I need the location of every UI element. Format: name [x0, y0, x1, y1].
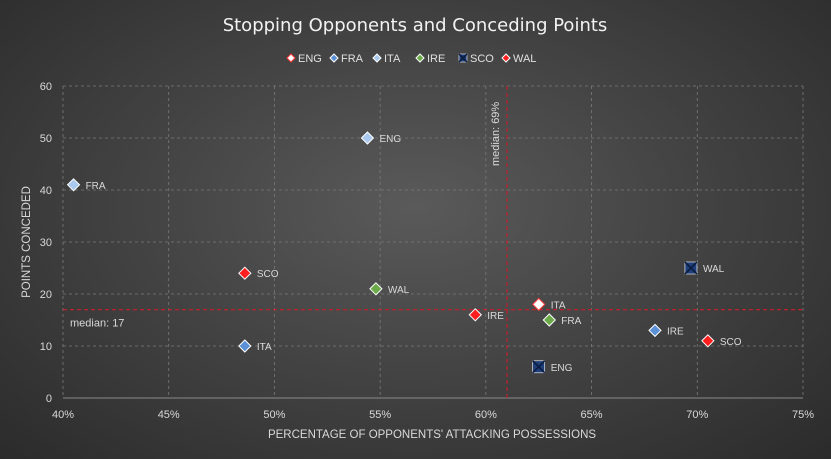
legend-marker: [458, 53, 468, 63]
data-point: [701, 334, 715, 348]
legend-marker: [286, 53, 296, 63]
x-tick-label: 75%: [792, 409, 814, 421]
data-point: [532, 360, 546, 374]
data-label: SCO: [720, 337, 742, 348]
y-tick-label: 10: [40, 341, 52, 353]
series-wal: SCO IRE SCO: [238, 266, 742, 348]
legend-label: ENG: [298, 53, 322, 65]
x-axis-label: PERCENTAGE OF OPPONENTS' ATTACKING POSSE…: [268, 429, 596, 441]
data-label: FRA: [561, 316, 581, 327]
data-point: [648, 323, 662, 338]
series-sco: WAL ENG: [532, 261, 725, 374]
x-tick-label: 65%: [581, 409, 603, 421]
x-axis-ticks: 40% 45% 50% 55% 60% 65% 70% 75%: [52, 409, 814, 421]
x-tick-label: 45%: [158, 409, 180, 421]
y-axis-ticks: 0 10 20 30 40 50 60: [40, 81, 52, 405]
data-point: [542, 313, 556, 327]
marker-stroke: [684, 261, 698, 275]
data-label: ENG: [379, 134, 401, 145]
y-tick-label: 60: [40, 81, 52, 93]
data-point: [360, 131, 375, 145]
legend-label: FRA: [341, 53, 364, 65]
data-label: ITA: [257, 342, 272, 353]
data-points: ITA ITA IRE ENG FRA WAL FRA WAL ENG SCO IRE SCO: [66, 131, 742, 374]
data-point: [238, 339, 252, 353]
marker-stroke: [458, 53, 468, 63]
legend-marker: [501, 53, 511, 63]
x-tick-label: 55%: [369, 409, 391, 421]
median-x-label: median: 69%: [490, 102, 502, 166]
legend-item-ire: IRE: [415, 53, 445, 65]
data-label: FRA: [86, 181, 106, 192]
y-tick-label: 20: [40, 289, 52, 301]
legend-label: ITA: [384, 53, 401, 65]
median-lines: median: 69% median: 17: [63, 86, 803, 398]
y-axis-label: POINTS CONCEDED: [21, 186, 33, 298]
x-tick-label: 60%: [475, 409, 497, 421]
data-label: ENG: [551, 363, 573, 374]
data-point: [369, 282, 383, 296]
legend: ENG FRA ITA IRE SCO WAL: [286, 53, 536, 65]
data-label: IRE: [487, 311, 504, 322]
legend-marker: [329, 53, 339, 63]
legend-marker: [372, 53, 382, 63]
legend-marker: [415, 53, 425, 63]
data-label: WAL: [388, 285, 410, 296]
legend-label: SCO: [470, 53, 494, 65]
median-y-label: median: 17: [70, 318, 124, 330]
legend-label: IRE: [427, 53, 445, 65]
data-label: ITA: [551, 300, 566, 311]
data-point: [66, 178, 81, 192]
data-label: WAL: [703, 264, 725, 275]
series-ita: ENG FRA: [66, 131, 401, 192]
y-tick-label: 50: [40, 133, 52, 145]
legend-item-sco: SCO: [458, 53, 494, 65]
y-tick-label: 40: [40, 185, 52, 197]
data-point: [468, 308, 482, 322]
legend-label: WAL: [513, 53, 536, 65]
x-tick-label: 70%: [686, 409, 708, 421]
x-tick-label: 40%: [52, 409, 74, 421]
x-tick-label: 50%: [263, 409, 285, 421]
data-point: [238, 266, 252, 280]
series-ire: WAL FRA: [369, 282, 582, 327]
series-fra: ITA IRE: [238, 323, 684, 353]
grid: [62, 85, 804, 399]
legend-item-fra: FRA: [329, 53, 364, 65]
data-label: IRE: [667, 326, 684, 337]
data-point: [684, 261, 698, 275]
y-tick-label: 30: [40, 237, 52, 249]
legend-item-wal: WAL: [501, 53, 536, 65]
y-tick-label: 0: [46, 393, 52, 405]
series-eng: ITA: [532, 297, 566, 312]
marker-stroke: [532, 360, 546, 374]
data-point: [532, 297, 546, 312]
legend-item-eng: ENG: [286, 53, 322, 65]
data-label: SCO: [257, 269, 279, 280]
chart-title: Stopping Opponents and Conceding Points: [223, 15, 608, 36]
legend-item-ita: ITA: [372, 53, 401, 65]
